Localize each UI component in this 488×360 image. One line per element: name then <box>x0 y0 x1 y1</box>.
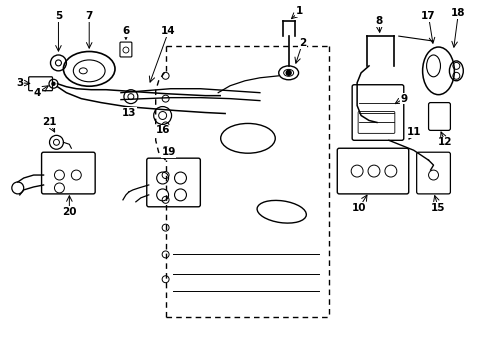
Text: 6: 6 <box>122 26 129 36</box>
Text: 15: 15 <box>430 203 445 213</box>
Text: 20: 20 <box>62 207 77 217</box>
Text: 5: 5 <box>55 11 62 21</box>
Text: 4: 4 <box>34 88 41 98</box>
Text: 14: 14 <box>161 26 176 36</box>
Text: 19: 19 <box>161 147 175 157</box>
Text: 21: 21 <box>42 117 57 127</box>
Text: 2: 2 <box>298 38 305 48</box>
Text: 1: 1 <box>295 6 303 16</box>
Text: 7: 7 <box>85 11 93 21</box>
Text: 12: 12 <box>437 137 452 147</box>
Circle shape <box>285 70 290 75</box>
Text: 18: 18 <box>450 8 465 18</box>
Text: 3: 3 <box>16 78 23 88</box>
Text: 9: 9 <box>399 94 407 104</box>
Text: 16: 16 <box>155 125 169 135</box>
Text: 10: 10 <box>351 203 366 213</box>
Circle shape <box>52 82 55 85</box>
Text: 8: 8 <box>375 16 382 26</box>
Text: 17: 17 <box>420 11 435 21</box>
Text: 11: 11 <box>406 127 420 138</box>
Text: 13: 13 <box>122 108 136 117</box>
